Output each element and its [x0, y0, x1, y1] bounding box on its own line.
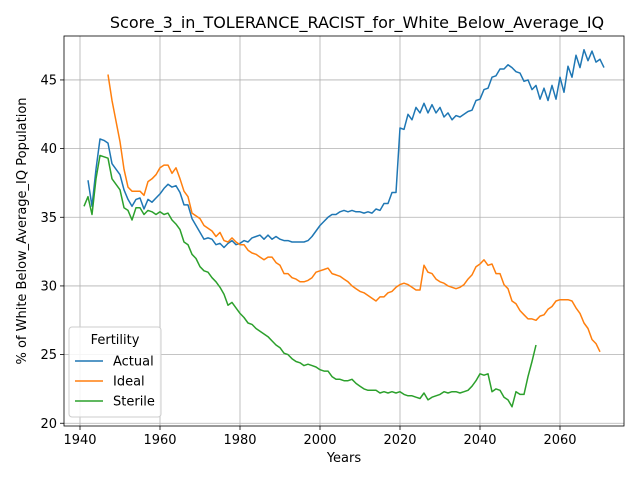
x-tick-label: 2020 [383, 433, 416, 448]
x-tick-label: 1960 [143, 433, 176, 448]
grid [64, 36, 624, 426]
x-tick-label: 1980 [223, 433, 256, 448]
x-tick-label: 2060 [543, 433, 576, 448]
legend-label-ideal: Ideal [113, 375, 145, 390]
series-line-ideal [107, 74, 601, 353]
chart-title: Score_3_in_TOLERANCE_RACIST_for_White_Be… [110, 13, 604, 33]
legend-label-actual: Actual [113, 355, 154, 370]
legend-box [68, 326, 162, 418]
y-tick-label: 25 [40, 348, 57, 363]
plot-area [83, 48, 605, 408]
y-tick-label: 30 [40, 279, 57, 294]
x-axis: 1940 1960 1980 2000 2020 2040 2060 [63, 426, 577, 448]
series-line-actual [87, 48, 605, 249]
y-tick-label: 40 [40, 142, 57, 157]
y-tick-label: 35 [40, 211, 57, 226]
x-tick-label: 2000 [303, 433, 336, 448]
legend-title: Fertility [91, 333, 140, 348]
x-tick-label: 2040 [463, 433, 496, 448]
legend: Fertility Actual Ideal Sterile [68, 326, 162, 418]
x-tick-label: 1940 [63, 433, 96, 448]
y-tick-label: 45 [40, 73, 57, 88]
x-axis-title: Years [326, 451, 362, 466]
series-line-sterile [83, 154, 537, 408]
plot-frame [63, 35, 625, 427]
y-tick-label: 20 [40, 417, 57, 432]
y-axis-title: % of White Below_Average_IQ Population [15, 97, 30, 364]
legend-label-sterile: Sterile [113, 395, 155, 410]
y-axis: 20 25 30 35 40 45 [40, 73, 64, 432]
